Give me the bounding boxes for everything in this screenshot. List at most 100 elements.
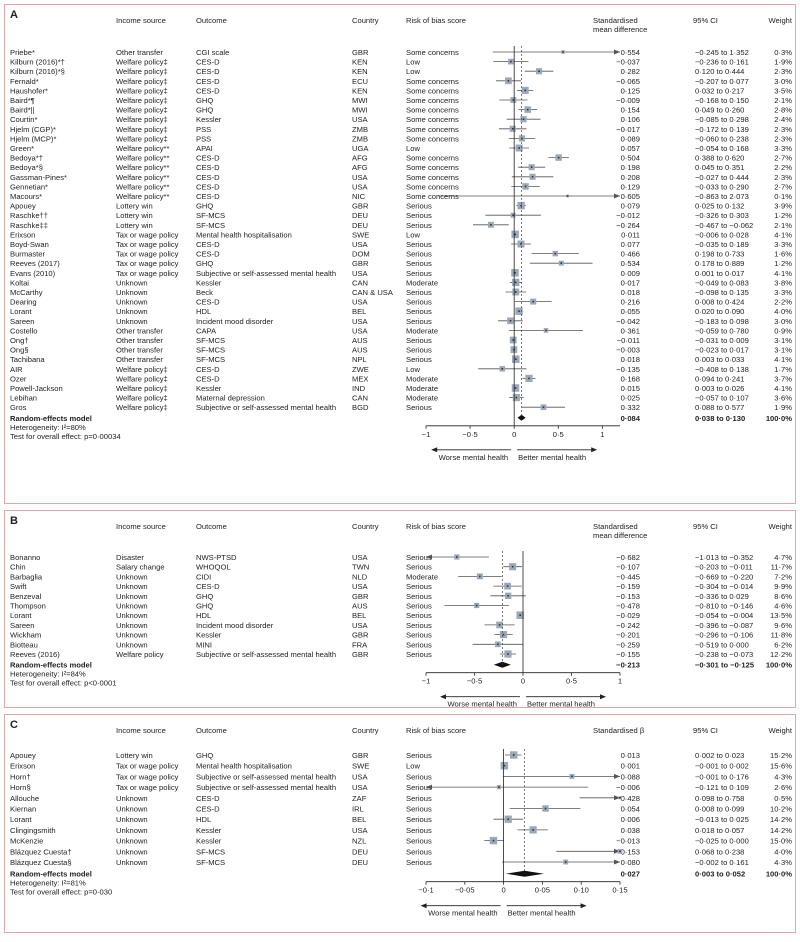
weight-value: 0·5% bbox=[774, 794, 792, 803]
summary-weight: 100·0% bbox=[766, 661, 792, 670]
country: IRL bbox=[352, 805, 364, 814]
header-country: Country bbox=[352, 522, 379, 531]
income-source: Unknown bbox=[116, 794, 148, 803]
effect-value: −0·003 bbox=[616, 346, 640, 355]
income-source: Other transfer bbox=[116, 336, 163, 345]
study-name: Dearing bbox=[10, 298, 37, 307]
ci-value: −0·121 to 0·109 bbox=[695, 783, 749, 792]
summary-weight: 100·0% bbox=[766, 414, 792, 423]
summary-ci: 0·003 to 0·052 bbox=[695, 870, 745, 879]
outcome: CES-D bbox=[196, 192, 220, 201]
study-row: Allouche Unknown CES-D ZAF Serious 0·428 0·098… bbox=[10, 794, 792, 803]
weight-value: 3·7% bbox=[774, 374, 792, 383]
weight-value: 3·3% bbox=[774, 240, 792, 249]
risk-of-bias: Serious bbox=[406, 837, 432, 846]
country: USA bbox=[352, 772, 369, 781]
ci-value: 0·094 to 0·241 bbox=[695, 374, 744, 383]
effect-value: −0·012 bbox=[616, 211, 640, 220]
effect-value: −0·155 bbox=[616, 650, 640, 659]
study-row: Bedoya*† Welfare policy** CES-D AFG Some con… bbox=[10, 154, 792, 163]
ci-value: −0·203 to −0·011 bbox=[695, 563, 753, 572]
income-source: Welfare policy‡ bbox=[116, 106, 168, 115]
effect-value: −0·009 bbox=[616, 96, 640, 105]
effect-point bbox=[512, 754, 515, 756]
weight-value: 3·9% bbox=[774, 202, 792, 211]
ci-value: −0·304 to −0·014 bbox=[695, 582, 753, 591]
effect-point bbox=[518, 310, 520, 312]
effect-point bbox=[571, 775, 573, 778]
ci-value: −0·168 to 0·150 bbox=[695, 96, 749, 105]
outcome: Incident mood disorder bbox=[196, 621, 274, 630]
study-row: Bedoya*§ Welfare policy** CES-D AFG Some con… bbox=[10, 163, 792, 172]
income-source: Welfare policy‡ bbox=[116, 58, 168, 67]
country: TWN bbox=[352, 563, 369, 572]
weight-value: 1·2% bbox=[774, 259, 792, 268]
x-tick-label: 0·15 bbox=[612, 886, 627, 895]
effect-value: −0·037 bbox=[616, 58, 640, 67]
study-name: Koltai bbox=[10, 278, 29, 287]
study-name: Boyd-Swan bbox=[10, 240, 49, 249]
study-row: Biotteau Unknown MINI FRA Serious −0·259 −0·51… bbox=[10, 640, 792, 649]
outcome: CES-D bbox=[196, 77, 220, 86]
weight-value: 13·5% bbox=[770, 611, 792, 620]
weight-value: 9·9% bbox=[774, 582, 792, 591]
outcome: GHQ bbox=[196, 751, 213, 760]
outcome: SF-MCS bbox=[196, 858, 225, 867]
study-name: Clingingsmith bbox=[10, 826, 56, 835]
risk-of-bias: Moderate bbox=[406, 572, 438, 581]
ci-arrow-right bbox=[614, 773, 620, 779]
risk-of-bias: Serious bbox=[406, 621, 432, 630]
weight-value: 4·3% bbox=[774, 772, 792, 781]
header-income-source: Income source bbox=[116, 522, 166, 531]
ci-arrow-right bbox=[614, 49, 620, 55]
risk-of-bias: Serious bbox=[406, 826, 432, 835]
income-source: Unknown bbox=[116, 847, 148, 856]
study-name: Bedoya*† bbox=[10, 154, 43, 163]
risk-of-bias: Serious bbox=[406, 288, 432, 297]
weight-value: 2·3% bbox=[774, 67, 792, 76]
country: USA bbox=[352, 269, 369, 278]
better-arrowhead bbox=[580, 903, 587, 909]
ci-arrow-right bbox=[614, 193, 620, 199]
better-arrowhead bbox=[591, 447, 598, 453]
outcome: APAI bbox=[196, 144, 213, 153]
better-label: Better mental health bbox=[518, 453, 586, 462]
header-effect: Standardised bbox=[593, 16, 638, 25]
income-source: Welfare policy‡ bbox=[116, 365, 168, 374]
panel-label: A bbox=[10, 9, 18, 21]
effect-point bbox=[515, 396, 518, 399]
weight-value: 0·9% bbox=[774, 326, 792, 335]
outcome: Subjective or self-assessed mental healt… bbox=[196, 403, 336, 412]
income-source: Welfare policy** bbox=[116, 192, 170, 201]
better-label: Better mental health bbox=[508, 909, 576, 918]
effect-value: 0·428 bbox=[621, 794, 640, 803]
ci-value: 0·020 to 0·090 bbox=[695, 307, 744, 316]
risk-of-bias: Serious bbox=[406, 307, 432, 316]
effect-point bbox=[522, 118, 525, 120]
outcome: CES-D bbox=[196, 250, 220, 259]
weight-value: 2·3% bbox=[774, 134, 792, 143]
effect-point bbox=[545, 329, 547, 332]
income-source: Unknown bbox=[116, 317, 148, 326]
income-source: Unknown bbox=[116, 805, 148, 814]
effect-point bbox=[538, 70, 540, 72]
effect-point bbox=[566, 195, 569, 197]
income-source: Other transfer bbox=[116, 48, 163, 57]
income-source: Welfare policy‡ bbox=[116, 96, 168, 105]
header-effect: Standardised β bbox=[593, 726, 645, 735]
weight-value: 6·2% bbox=[774, 640, 792, 649]
effect-value: −0·017 bbox=[616, 125, 640, 134]
study-name: Biotteau bbox=[10, 640, 38, 649]
risk-of-bias: Some concerns bbox=[406, 173, 459, 182]
weight-value: 14·2% bbox=[770, 826, 792, 835]
country: DEU bbox=[352, 211, 368, 220]
income-source: Welfare policy‡ bbox=[116, 134, 168, 143]
effect-point bbox=[511, 565, 514, 568]
study-row: Courtin* Welfare policy‡ Kessler USA Some co… bbox=[10, 115, 792, 124]
outcome: Mental health hospitalisation bbox=[196, 762, 292, 771]
risk-of-bias: Moderate bbox=[406, 278, 438, 287]
summary-weight: 100·0% bbox=[766, 870, 792, 879]
ci-arrow-left bbox=[426, 554, 432, 560]
effect-value: 0·018 bbox=[621, 355, 640, 364]
heterogeneity: Heterogeneity: I²=80% bbox=[10, 423, 86, 432]
